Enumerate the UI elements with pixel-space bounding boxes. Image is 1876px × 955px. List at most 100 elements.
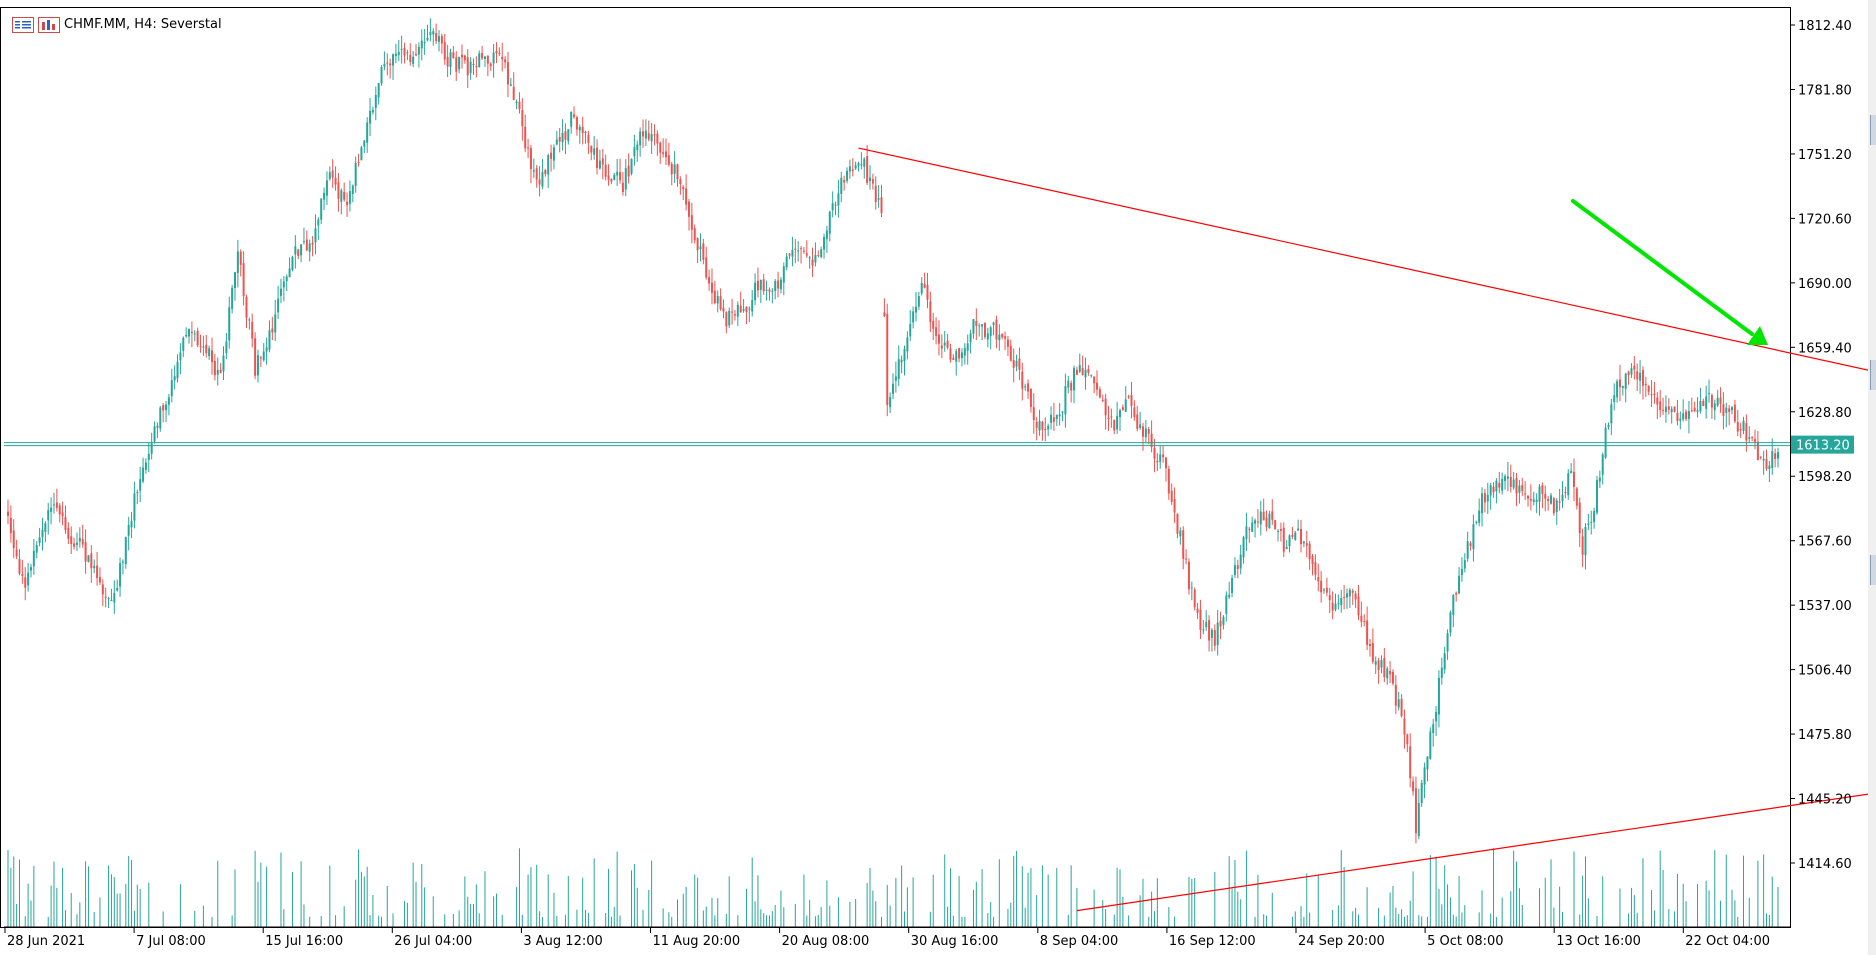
candle-body [800,248,803,250]
candle-body [222,355,225,372]
candle-body [1314,562,1317,575]
time-axis[interactable]: 28 Jun 2021 7 Jul 08:00 15 Jul 16:00 26 Jul… [4,926,1790,949]
candle-body [397,51,400,56]
candle-body [1621,386,1624,388]
candle-body [216,369,219,375]
candle-body [774,281,777,292]
candle-body [386,62,389,64]
candle-body [1736,422,1739,432]
candle-body [814,255,817,263]
candle-body [1029,388,1032,408]
candle-body [259,357,262,359]
candle-body [127,524,130,536]
candle-body [659,142,662,153]
candle-body [1670,408,1673,413]
candle-body [81,538,84,545]
scroll-marker[interactable] [1870,115,1876,145]
candle-body [1254,520,1257,524]
candle-body [1593,510,1596,523]
candle-body [848,166,851,172]
candle-body [570,111,573,127]
candle-body [1710,395,1713,408]
indicator-window-icon[interactable] [38,17,60,33]
candle-body [1331,602,1334,611]
candle-body [1693,407,1696,412]
candle-body [15,549,18,557]
candle-body [866,156,869,183]
candle-body [831,203,834,211]
candle-body [429,31,432,36]
candle-body [61,512,64,517]
candle-body [1144,428,1147,438]
candle-body [400,48,403,50]
candle-body [300,244,303,256]
candle-body [636,144,639,151]
candle-body [851,169,854,172]
candle-body [926,284,929,300]
candle-body [1463,560,1466,569]
candle-body [1650,394,1653,396]
candle-body [1380,659,1383,668]
scroll-marker[interactable] [1870,360,1876,390]
candle-body [877,198,880,200]
candle-body [1512,479,1515,488]
candle-body [736,304,739,317]
x-tick-label: 8 Sep 04:00 [1040,934,1119,949]
candle-body [708,277,711,284]
candle-body [923,283,926,288]
candle-body [808,257,811,259]
candle-body [133,493,136,521]
candle-body [124,537,127,565]
candle-body [1702,400,1705,406]
x-tick-label: 15 Jul 16:00 [265,934,343,949]
candle-body [348,191,351,204]
candle-body [748,308,751,310]
candle-body [837,193,840,206]
candle-body [288,268,291,278]
chart-window-icon[interactable] [12,17,34,33]
candle-body [1504,476,1507,482]
candle-body [779,279,782,290]
price-axis[interactable]: 1812.40 1781.80 1751.20 1720.60 1690.00 1659.… [1790,19,1854,872]
candle-body [1759,457,1762,459]
candle-body [874,185,877,203]
candle-body [495,51,498,54]
candle-body [1075,369,1078,375]
candle-body [1141,426,1144,437]
candle-body [1328,595,1331,601]
candle-body [1113,419,1116,431]
candle-body [825,230,828,240]
candle-body [1354,593,1357,600]
candle-body [627,165,630,177]
candle-body [1406,734,1409,745]
candle-body [150,443,153,454]
side-scrollbar[interactable] [1868,0,1876,955]
candle-body [713,290,716,304]
candle-body [1466,541,1469,559]
candle-body [52,504,55,506]
candle-body [136,492,139,494]
scroll-marker[interactable] [1870,555,1876,585]
candle-body [946,340,949,348]
candle-body [1185,558,1188,560]
candle-body [1090,374,1093,376]
drawing-objects[interactable] [4,147,1876,912]
candle-body [139,479,142,491]
candle-body [317,219,320,226]
candle-body [1708,393,1711,395]
candle-body [1078,365,1081,372]
candle-body [1024,386,1027,388]
candle-body [1093,376,1096,384]
candle-body [1495,480,1498,492]
candle-body [340,190,343,202]
candle-body [489,63,492,67]
candle-body [1389,670,1392,675]
candle-body [314,228,317,243]
candle-body [1581,536,1584,555]
candle-body [1256,521,1259,523]
candle-body [653,134,656,136]
candle-body [667,155,670,165]
candle-body [228,307,231,341]
